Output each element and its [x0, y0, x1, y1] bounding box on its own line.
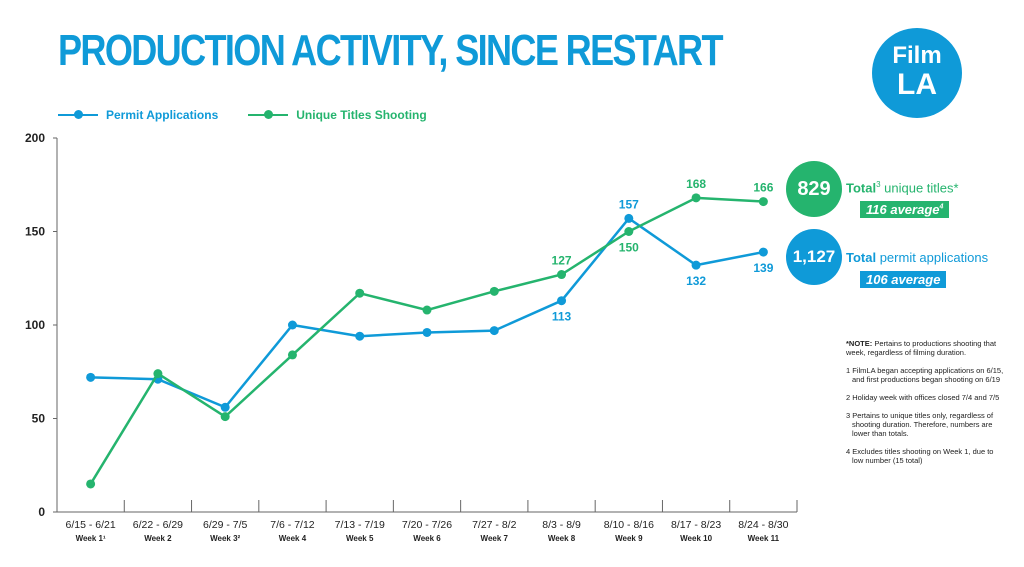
- x-tick-label: 6/15 - 6/21: [66, 519, 116, 531]
- data-point: [422, 327, 432, 337]
- logo-line1: Film: [892, 42, 942, 69]
- week-label: Week 10: [680, 534, 712, 543]
- week-label: Week 7: [481, 534, 509, 543]
- data-point: [422, 305, 432, 315]
- data-point: [86, 372, 96, 382]
- permits-total-bold: Total: [846, 250, 877, 265]
- titles-total-bold: Total: [846, 180, 877, 196]
- data-label: 139: [753, 261, 773, 275]
- footnotes: *NOTE: Pertains to productions shooting …: [846, 339, 1006, 474]
- y-tick-label: 150: [25, 225, 45, 239]
- filmla-logo: Film LA: [872, 28, 962, 118]
- x-tick-label: 8/3 - 8/9: [542, 519, 581, 531]
- footnote-3: 3 Pertains to unique titles only, regard…: [846, 411, 994, 438]
- x-tick-label: 8/17 - 8/23: [671, 519, 721, 531]
- week-label: Week 6: [413, 534, 441, 543]
- titles-total-circle: 829: [786, 161, 842, 217]
- permits-total-rest: permit applications: [876, 250, 989, 265]
- data-point: [557, 296, 567, 306]
- x-tick-label: 7/13 - 7/19: [335, 519, 385, 531]
- y-tick-label: 100: [25, 318, 45, 332]
- week-label: Week 3²: [210, 534, 240, 543]
- x-tick-label: 6/29 - 7/5: [203, 519, 248, 531]
- note-main: *NOTE: Pertains to productions shooting …: [846, 339, 1006, 357]
- data-label: 166: [753, 181, 773, 195]
- x-tick-label: 7/20 - 7/26: [402, 519, 452, 531]
- week-label: Week 8: [548, 534, 576, 543]
- logo-line2: LA: [897, 68, 937, 101]
- data-point: [691, 193, 701, 203]
- data-point: [758, 197, 768, 207]
- data-point: [489, 286, 499, 296]
- x-tick-label: 8/24 - 8/30: [738, 519, 788, 531]
- permits-total-circle: 1,127: [786, 229, 842, 285]
- data-point: [220, 412, 230, 422]
- data-label: 150: [619, 241, 639, 255]
- footnote-1: 1 FilmLA began accepting applications on…: [846, 366, 1004, 384]
- note-text: Pertains to productions shooting that we…: [846, 339, 997, 357]
- titles-total-rest: unique titles*: [880, 180, 959, 196]
- titles-sup: 3: [876, 180, 881, 189]
- week-label: Week 5: [346, 534, 374, 543]
- data-point: [758, 247, 768, 257]
- legend-titles-swatch: [248, 110, 289, 119]
- data-label: 127: [552, 254, 572, 268]
- data-point: [624, 213, 634, 223]
- data-point: [489, 326, 499, 336]
- legend-permits-swatch: [58, 110, 98, 119]
- x-tick-label: 6/22 - 6/29: [133, 519, 183, 531]
- data-point: [691, 260, 701, 270]
- titles-average-sup: 4: [939, 203, 944, 211]
- y-tick-label: 0: [38, 505, 45, 519]
- week-label: Week 1¹: [76, 534, 106, 543]
- x-tick-label: 7/27 - 8/2: [472, 519, 517, 531]
- legend-titles: Unique Titles Shooting: [248, 108, 427, 122]
- page-title: PRODUCTION ACTIVITY, SINCE RESTART: [58, 26, 724, 75]
- permits-total: 1,127: [792, 247, 836, 266]
- legend: Permit Applications Unique Titles Shooti…: [58, 108, 427, 122]
- week-label: Week 2: [144, 534, 172, 543]
- y-tick-label: 50: [32, 412, 46, 426]
- data-point: [557, 270, 567, 280]
- note-bold: *NOTE:: [846, 339, 873, 348]
- data-point: [220, 402, 230, 412]
- footnote-2: 2 Holiday week with offices closed 7/4 a…: [846, 393, 1000, 402]
- x-tick-label: 7/6 - 7/12: [270, 519, 315, 531]
- data-point: [86, 479, 96, 489]
- data-point: [355, 288, 365, 298]
- legend-permits: Permit Applications: [58, 108, 218, 122]
- legend-titles-label: Unique Titles Shooting: [296, 108, 427, 122]
- week-label: Week 9: [615, 534, 643, 543]
- titles-average: 116 average: [866, 202, 940, 217]
- footnote-4: 4 Excludes titles shooting on Week 1, du…: [846, 447, 994, 465]
- permits-total-label: Total permit applications: [846, 250, 988, 265]
- titles-total-label: Total3 unique titles*: [846, 180, 959, 195]
- legend-permits-label: Permit Applications: [106, 108, 219, 122]
- y-tick-label: 200: [25, 131, 45, 145]
- data-label: 157: [619, 197, 639, 211]
- data-label: 132: [686, 274, 706, 288]
- data-label: 113: [552, 310, 572, 324]
- data-label: 168: [686, 177, 706, 191]
- titles-average-badge: 116 average4: [860, 201, 950, 218]
- titles-total: 829: [797, 177, 831, 200]
- week-label: Week 4: [279, 534, 307, 543]
- data-point: [287, 320, 297, 330]
- data-point: [624, 227, 634, 236]
- data-point: [355, 331, 365, 341]
- permits-average: 106 average: [866, 272, 941, 287]
- permits-average-badge: 106 average: [860, 271, 947, 288]
- week-label: Week 11: [748, 534, 780, 543]
- x-tick-label: 8/10 - 8/16: [604, 519, 654, 531]
- data-point: [287, 350, 297, 360]
- data-point: [153, 369, 163, 379]
